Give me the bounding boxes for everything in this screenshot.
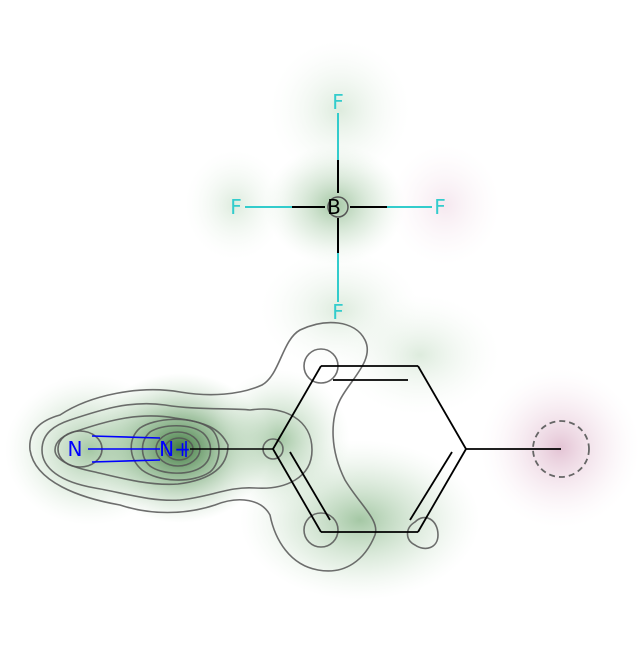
shade-f-left	[185, 150, 285, 260]
atom-label-f-right: F	[434, 195, 446, 219]
bond-ring-6-inner	[289, 451, 331, 521]
diazonium-bonds	[88, 435, 273, 463]
contour-ring-bottom-right	[406, 516, 439, 550]
atom-label-nitrogen: N	[68, 437, 83, 461]
atom-label-f-bottom: F	[332, 300, 344, 324]
bf4-bonds	[245, 113, 432, 302]
density-shading	[5, 40, 640, 600]
bond-n-n-1	[91, 435, 161, 439]
bond-ring-4-inner	[409, 451, 453, 521]
shade-ring-c1	[210, 370, 350, 510]
contour-ring-bottom-left	[303, 512, 339, 548]
bond-ring-3	[417, 365, 467, 450]
bond-ring-6	[272, 448, 322, 533]
ring-bonds	[272, 365, 561, 533]
atom-labels: F F F F B N N+	[68, 90, 446, 461]
shade-methyl	[480, 368, 640, 528]
atom-label-f-top: F	[332, 90, 344, 114]
boron-atom-circle	[327, 196, 349, 218]
contour-2	[41, 402, 313, 502]
shade-boron	[265, 145, 405, 265]
atom-label-f-left: F	[230, 195, 242, 219]
bond-n-n-3	[91, 459, 161, 463]
atom-label-nitrogen-plus: N+	[159, 437, 191, 461]
contour-5	[141, 424, 212, 474]
shade-ring-top	[340, 295, 500, 415]
bond-ring-1	[272, 365, 322, 450]
atom-label-boron: B	[327, 195, 341, 219]
bond-ring-4	[417, 448, 467, 533]
contour-outer	[29, 321, 377, 572]
shade-f-right	[390, 145, 500, 265]
contour-3	[54, 415, 229, 486]
shade-f-top	[270, 40, 410, 180]
methyl-highlight-circle	[532, 420, 590, 478]
contour-4	[130, 418, 220, 481]
